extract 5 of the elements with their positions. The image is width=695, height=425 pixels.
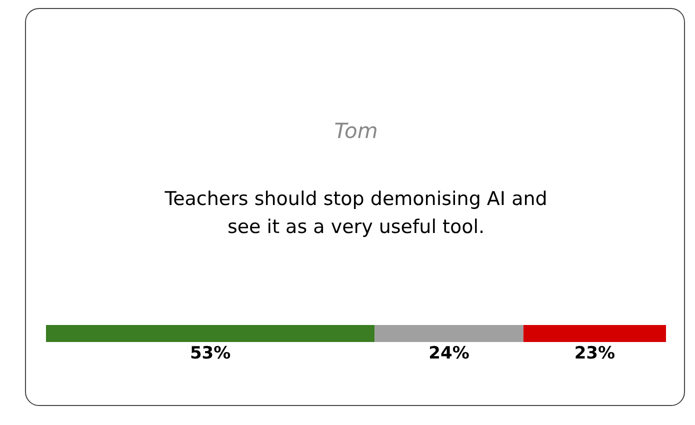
chart-title: Tom — [334, 119, 378, 143]
data-label: 24% — [428, 344, 470, 364]
data-label: 23% — [574, 344, 616, 364]
data-label: 53% — [190, 344, 231, 364]
chart-subtitle: Teachers should stop demonising AI and see it as a very useful tool. — [164, 188, 548, 238]
